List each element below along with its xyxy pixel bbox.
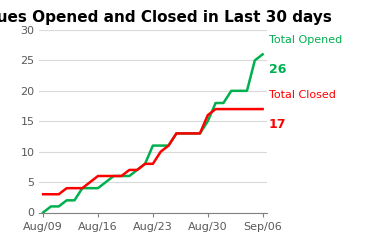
Text: Total Closed: Total Closed [269,90,336,100]
Title: Issues Opened and Closed in Last 30 days: Issues Opened and Closed in Last 30 days [0,10,332,25]
Text: 17: 17 [269,118,287,131]
Text: Total Opened: Total Opened [269,35,342,45]
Text: 26: 26 [269,64,286,76]
